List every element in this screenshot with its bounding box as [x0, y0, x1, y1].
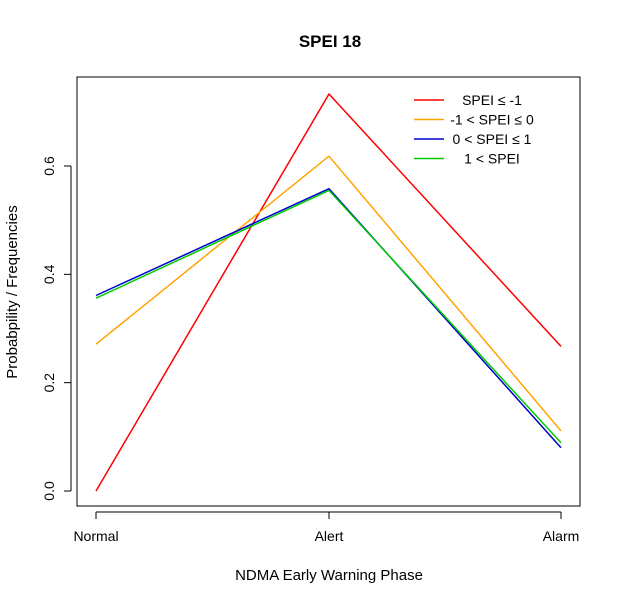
series-line: [95, 93, 562, 492]
chart-title: SPEI 18: [299, 32, 361, 51]
series-line: [95, 189, 562, 444]
series-line: [95, 155, 562, 432]
legend: SPEI ≤ -1 -1 < SPEI ≤ 0 0 < SPEI ≤ 1 1 < SP…: [414, 92, 534, 167]
legend-label: 1 < SPEI: [464, 151, 520, 167]
plot-area: [76, 76, 581, 507]
series-line: [95, 187, 562, 449]
x-tick-label: Alert: [315, 528, 344, 544]
y-axis: 0.0 0.2 0.4 0.6: [41, 156, 72, 501]
x-axis-label: NDMA Early Warning Phase: [235, 567, 423, 584]
y-tick-label: 0.4: [41, 264, 57, 284]
x-tick-label: Alarm: [543, 528, 580, 544]
x-axis: Normal Alert Alarm: [73, 511, 580, 544]
y-tick-label: 0.6: [41, 156, 57, 176]
y-tick-label: 0.0: [41, 481, 57, 501]
legend-label: -1 < SPEI ≤ 0: [450, 112, 534, 128]
y-axis-label: Probabpility / Frequencies: [4, 205, 21, 378]
legend-label: 0 < SPEI ≤ 1: [453, 131, 532, 147]
legend-label: SPEI ≤ -1: [462, 92, 522, 108]
x-tick-label: Normal: [73, 528, 118, 544]
series-group: [95, 93, 562, 492]
y-tick-label: 0.2: [41, 373, 57, 393]
